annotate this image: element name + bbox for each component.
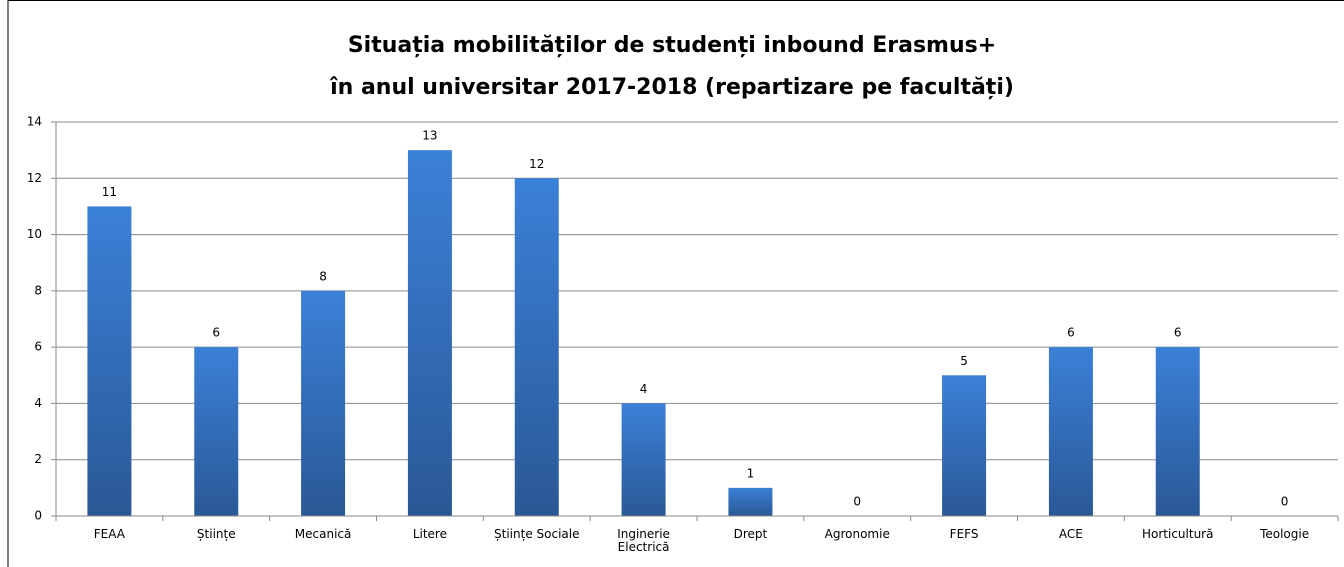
bar [621,403,666,516]
x-tick-label: Științe [196,527,236,541]
value-label: 12 [529,157,544,171]
y-tick-label: 10 [27,227,42,241]
x-tick-label: Teologie [1260,527,1310,541]
y-tick-label: 0 [34,509,42,523]
value-label: 11 [102,185,117,199]
bar [728,487,773,516]
value-label: 0 [1281,495,1289,509]
x-tick-label: ACE [1058,527,1083,541]
x-tick-label: FEAA [93,527,126,541]
x-tick-label: Horticultură [1142,527,1214,541]
x-tick-label: Mecanică [294,527,352,541]
x-tick-label: Științe Sociale [494,527,580,541]
bar [942,375,987,516]
x-tick-label: FEFS [949,527,979,541]
bar [1048,347,1093,516]
x-tick-label: Agronomie [824,527,890,541]
bar [1155,347,1200,516]
x-tick-label: Drept [733,527,768,541]
y-tick-label: 8 [34,283,42,297]
value-label: 1 [747,466,755,480]
y-tick-label: 4 [34,396,42,410]
chart-title: în anul universitar 2017-2018 (repartiza… [329,75,1014,100]
bar [194,347,239,516]
value-label: 8 [319,269,327,283]
bar [514,178,559,517]
bar [301,290,346,516]
value-label: 6 [212,326,220,340]
bar [407,150,452,516]
value-label: 5 [960,354,968,368]
value-label: 4 [640,382,648,396]
y-tick-label: 2 [34,452,42,466]
x-tick-label: Litere [412,527,447,541]
value-label: 0 [853,495,861,509]
x-tick-label: Inginerie Electrică [617,527,670,554]
y-tick-label: 6 [34,340,42,354]
y-tick-label: 14 [27,115,42,129]
y-tick-label: 12 [27,171,42,185]
chart-border [7,0,1344,567]
value-label: 6 [1174,326,1182,340]
bar [87,206,132,516]
value-label: 13 [422,129,437,143]
value-label: 6 [1067,326,1075,340]
chart-title: Situația mobilităților de studenți inbou… [348,33,996,58]
